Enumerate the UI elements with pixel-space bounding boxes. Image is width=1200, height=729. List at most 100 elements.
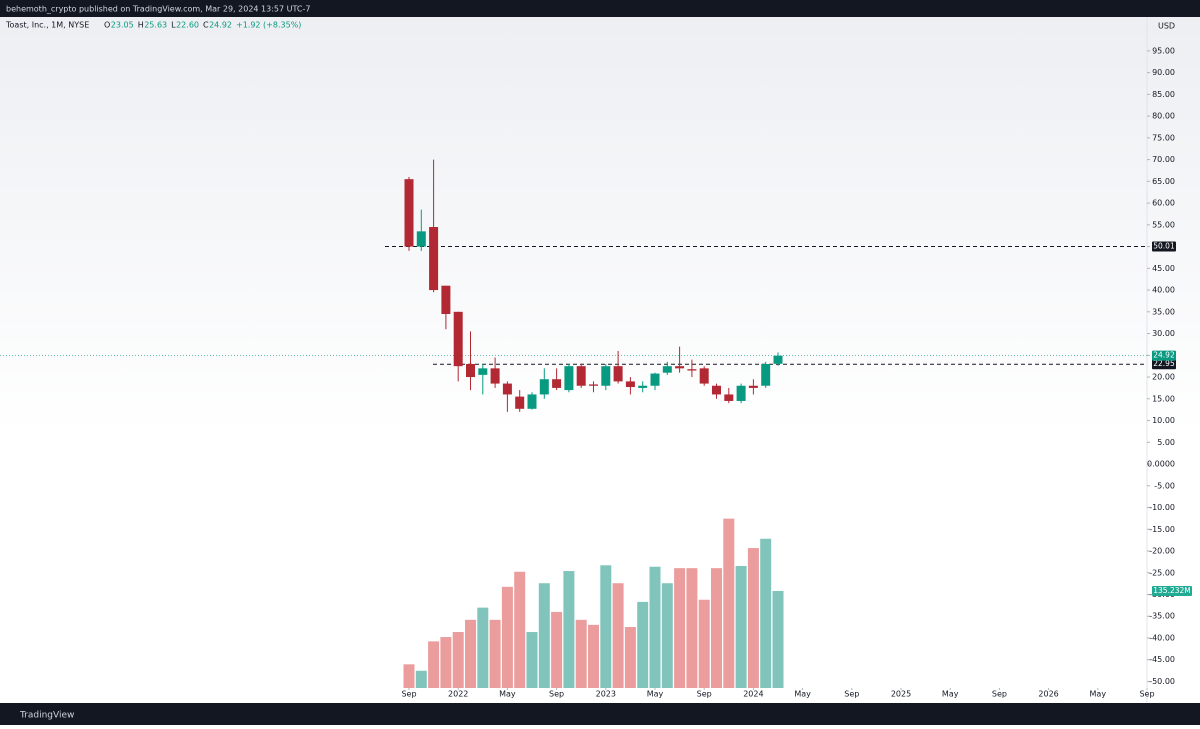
y-tick-label: 90.00 — [1152, 68, 1175, 77]
y-tick-label: 0.0000 — [1147, 460, 1175, 469]
candle-body — [687, 369, 697, 371]
volume-bar — [637, 601, 649, 688]
ohlc-label: H — [138, 21, 144, 30]
volume-bar — [735, 566, 747, 688]
candle-body — [502, 383, 512, 395]
candle-body — [453, 311, 463, 367]
volume-bar — [428, 641, 440, 688]
y-tick-label: 20.00 — [1152, 373, 1175, 382]
publisher: behemoth_crypto published on TradingView… — [6, 5, 310, 14]
candle-body — [441, 285, 451, 314]
y-tick-label: -25.00 — [1149, 568, 1175, 577]
x-tick-label: 2025 — [891, 690, 911, 699]
volume-bar — [403, 664, 415, 688]
y-tick-label: -40.00 — [1149, 633, 1175, 642]
volume-bar — [698, 599, 710, 688]
x-tick-label: Sep — [697, 690, 712, 699]
y-tick-label: 5.00 — [1157, 438, 1175, 447]
y-tick-label: -5.00 — [1154, 481, 1175, 490]
footer-bar — [0, 703, 1200, 725]
last-price-tag — [1152, 350, 1176, 361]
last-price-label: 24.92 — [1153, 351, 1175, 360]
y-tick-label: -10.00 — [1149, 503, 1175, 512]
price-line-label: 50.01 — [1153, 242, 1175, 251]
y-tick-label: 80.00 — [1152, 112, 1175, 121]
x-tick-label: 2024 — [743, 690, 763, 699]
y-tick-label: 65.00 — [1152, 177, 1175, 186]
y-tick-label: 15.00 — [1152, 394, 1175, 403]
y-tick-label: 75.00 — [1152, 133, 1175, 142]
candle-body — [699, 368, 709, 384]
y-tick-label: -35.00 — [1149, 612, 1175, 621]
candle-body — [552, 379, 562, 388]
candle-body — [675, 366, 685, 369]
x-tick-label: 2023 — [596, 690, 616, 699]
y-tick-label: -15.00 — [1149, 525, 1175, 534]
x-tick-label: Sep — [549, 690, 564, 699]
ohlc-label: C — [203, 21, 209, 30]
header-bar — [0, 0, 1200, 17]
candle-body — [724, 394, 734, 401]
candle-body — [712, 385, 721, 395]
brand: TradingView — [19, 711, 74, 721]
candle-body — [429, 227, 439, 291]
y-tick-label: 70.00 — [1152, 155, 1175, 164]
ohlc-value: 23.05 — [111, 21, 134, 30]
volume-bar — [588, 624, 599, 688]
y-tick-label: -20.00 — [1149, 547, 1175, 556]
y-tick-label: 60.00 — [1152, 199, 1175, 208]
ohlc-value: 24.92 — [209, 21, 232, 30]
volume-bar — [723, 518, 735, 688]
volume-bar — [452, 632, 464, 688]
ohlc-label: O — [104, 21, 110, 30]
volume-bar — [501, 586, 513, 688]
price-line-tag — [1152, 241, 1176, 252]
volume-bar — [612, 583, 624, 688]
y-tick-label: 40.00 — [1152, 286, 1175, 295]
x-tick-label: May — [942, 690, 959, 699]
volume-bar — [538, 583, 550, 688]
price-line-label: 22.95 — [1153, 359, 1175, 368]
candle-body — [466, 364, 475, 378]
candle-body — [527, 394, 537, 409]
y-tick-label: -50.00 — [1149, 677, 1175, 686]
volume-bar — [465, 619, 476, 688]
volume-bar — [772, 590, 784, 688]
volume-bar — [747, 548, 759, 688]
candle-body — [490, 368, 500, 384]
y-tick-label: 35.00 — [1152, 307, 1175, 316]
ohlc-value: 25.63 — [144, 21, 167, 30]
volume-bar — [649, 566, 661, 688]
last-volume-label: 135.232M — [1153, 586, 1191, 595]
volume-bar — [686, 568, 698, 688]
volume-bar — [514, 571, 526, 688]
volume-bar — [760, 538, 772, 688]
symbol: Toast, Inc., 1M, NYSE — [5, 21, 89, 30]
candle-body — [748, 385, 758, 388]
x-tick-label: 2022 — [448, 690, 468, 699]
x-tick-label: May — [499, 690, 516, 699]
candle-body — [564, 366, 574, 391]
x-tick-label: May — [1090, 690, 1107, 699]
x-tick-label: Sep — [992, 690, 1007, 699]
candle-body — [773, 355, 783, 364]
volume-bar — [575, 619, 587, 688]
candle-body — [539, 379, 549, 395]
x-tick-label: May — [794, 690, 811, 699]
volume-bar — [563, 571, 575, 688]
candle-body — [478, 368, 488, 375]
volume-bar — [674, 568, 686, 688]
x-tick-label: Sep — [401, 690, 416, 699]
y-tick-label: 10.00 — [1152, 416, 1175, 425]
y-tick-label: 55.00 — [1152, 220, 1175, 229]
candle-body — [625, 381, 635, 388]
candle-body — [404, 179, 414, 247]
candle-body — [736, 385, 746, 401]
x-tick-label: 2026 — [1038, 690, 1058, 699]
candle-body — [515, 396, 525, 409]
volume-bar — [415, 670, 427, 688]
x-tick-label: Sep — [1139, 690, 1154, 699]
change: +1.92 (+8.35%) — [236, 21, 301, 30]
last-volume-tag — [1152, 585, 1192, 596]
